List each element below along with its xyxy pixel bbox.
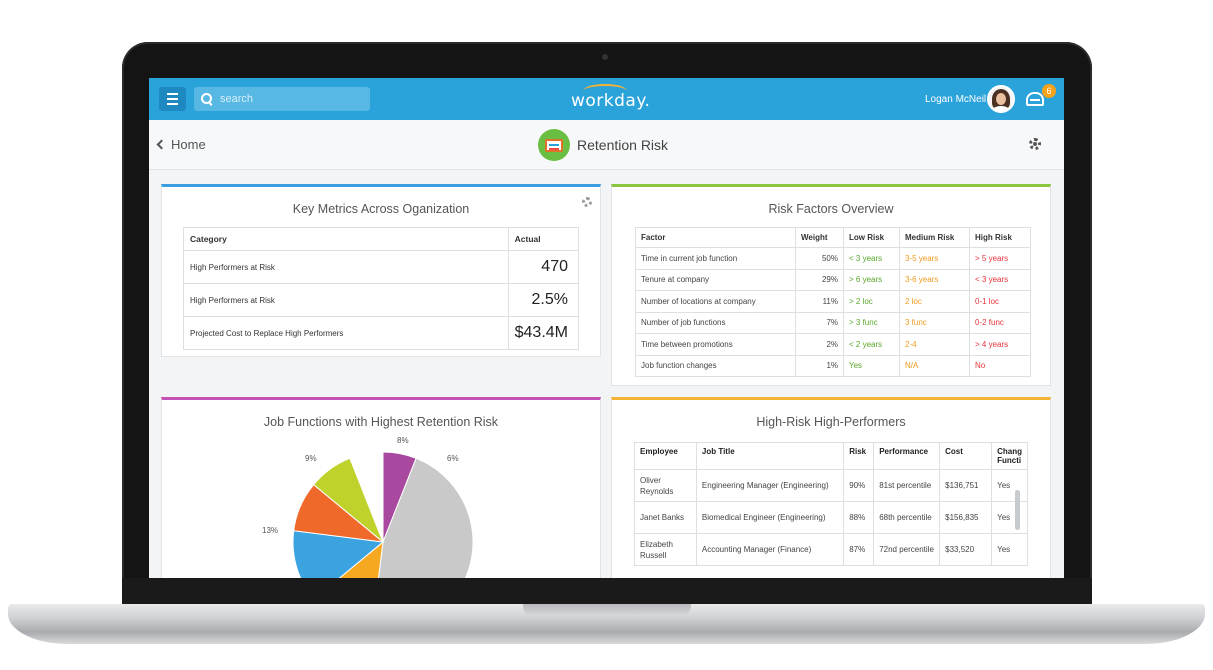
table-row: Projected Cost to Replace High Performer…	[183, 316, 580, 350]
key-metrics-title: Key Metrics Across Oganization	[292, 202, 470, 216]
pie-label-13: 13%	[262, 526, 279, 535]
table-row: Number of locations at company 11% > 2 l…	[635, 290, 1031, 313]
table-row: Number of job functions 7% > 3 func 3 fu…	[635, 311, 1031, 334]
chevron-left-icon	[156, 139, 167, 150]
table-row: Elizabeth Russell Accounting Manager (Fi…	[634, 533, 1028, 566]
table-row: Janet Banks Biomedical Engineer (Enginee…	[634, 501, 1028, 534]
pie-slice-13[interactable]	[292, 530, 385, 578]
key-metrics-table: Category Actual High Performers at Risk …	[183, 227, 580, 350]
key-metrics-card: Key Metrics Across Oganization Category …	[161, 184, 601, 357]
webcam	[602, 54, 608, 60]
column-header: Employee	[634, 442, 697, 470]
column-header: Weight	[795, 227, 844, 248]
avatar[interactable]	[987, 85, 1015, 113]
table-row: High Performers at Risk 470	[183, 250, 580, 284]
pie-label-9: 9%	[305, 454, 317, 463]
column-header: Actual	[507, 227, 580, 251]
settings-gear-icon[interactable]	[1029, 138, 1041, 150]
notification-badge[interactable]: 6	[1042, 84, 1056, 98]
employee-link[interactable]: Oliver Reynolds	[634, 469, 697, 502]
column-header: Chang Functi	[991, 442, 1028, 470]
home-label: Home	[171, 137, 206, 152]
high-performers-title: High-Risk High-Performers	[756, 415, 906, 429]
job-functions-card: Job Functions with Highest Retention Ris…	[161, 397, 601, 578]
risk-factors-table: Factor Weight Low Risk Medium Risk High …	[635, 227, 1031, 377]
laptop-notch	[523, 604, 691, 616]
employee-link[interactable]: Elizabeth Russell	[634, 533, 697, 566]
search-box[interactable]	[194, 87, 370, 111]
inbox-icon[interactable]	[1026, 92, 1044, 106]
page-header	[149, 120, 1064, 170]
column-header: High Risk	[969, 227, 1031, 248]
menu-icon	[167, 93, 178, 95]
column-header: Job Title	[695, 442, 845, 470]
page-title: Retention Risk	[577, 137, 669, 153]
table-row: Tenure at company 29% > 6 years 3-6 year…	[635, 268, 1031, 291]
column-header: Factor	[635, 227, 796, 248]
column-header: Low Risk	[843, 227, 900, 248]
risk-factors-card: Risk Factors Overview Factor Weight Low …	[611, 184, 1051, 386]
logo-arc-icon	[583, 84, 627, 98]
column-header: Cost	[939, 442, 993, 470]
back-home-link[interactable]: Home	[156, 137, 206, 152]
pie-slice-gray[interactable]	[372, 457, 474, 578]
high-performers-table: Employee Job Title Risk Performance Cost…	[634, 442, 1028, 566]
table-row: Time between promotions 2% < 2 years 2-4…	[635, 333, 1031, 356]
column-header: Category	[183, 227, 509, 251]
table-row: Time in current job function 50% < 3 yea…	[635, 247, 1031, 270]
hamburger-menu-button[interactable]	[159, 87, 186, 111]
search-input[interactable]	[220, 93, 360, 105]
job-functions-title: Job Functions with Highest Retention Ris…	[263, 415, 499, 429]
workday-logo[interactable]: workday.	[571, 91, 651, 111]
pie-label-8: 8%	[397, 436, 409, 445]
pie-slice-8[interactable]	[312, 457, 384, 543]
top-bar: workday. Logan McNeil 6	[149, 78, 1064, 120]
column-header: Medium Risk	[899, 227, 970, 248]
table-scrollbar[interactable]	[1015, 490, 1020, 530]
table-row: Job function changes 1% Yes N/A No	[635, 354, 1031, 377]
column-header: Risk	[843, 442, 875, 470]
table-row: Oliver Reynolds Engineering Manager (Eng…	[634, 469, 1028, 502]
user-name[interactable]: Logan McNeil	[925, 94, 987, 105]
pie-label-6: 6%	[447, 454, 459, 463]
high-performers-card: High-Risk High-Performers Employee Job T…	[611, 397, 1051, 578]
retention-risk-icon	[538, 129, 570, 161]
card-settings-gear-icon[interactable]	[582, 197, 592, 207]
column-header: Performance	[873, 442, 941, 470]
app-screen: workday. Logan McNeil 6 Home Retention R…	[149, 78, 1064, 578]
risk-factors-title: Risk Factors Overview	[768, 202, 894, 216]
retention-risk-pie-chart	[292, 451, 474, 578]
table-row: High Performers at Risk 2.5%	[183, 283, 580, 317]
search-icon	[200, 92, 214, 106]
employee-link[interactable]: Janet Banks	[634, 501, 697, 534]
